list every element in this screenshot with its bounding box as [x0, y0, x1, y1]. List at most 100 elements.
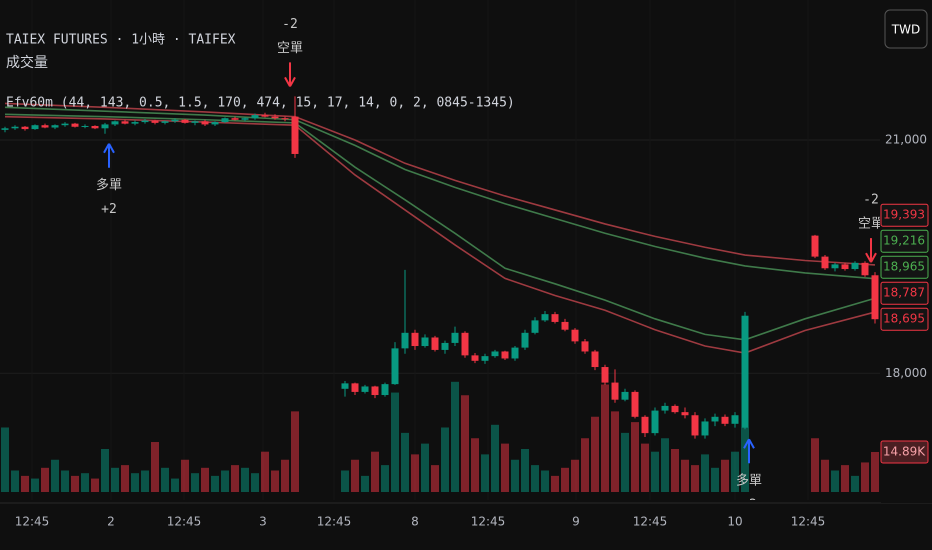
signals: 多單 +2 空單 -2 多單 +2 空單 -2 — [96, 17, 884, 500]
price-label: 18,787 — [883, 286, 925, 300]
volume-bar — [551, 475, 559, 492]
candle-body — [31, 125, 39, 130]
signal-label: 多單 — [736, 473, 762, 489]
volume-bar — [251, 473, 259, 492]
volume-bar — [651, 451, 659, 492]
candle-body — [701, 421, 709, 436]
indicator-line — [4, 102, 876, 266]
volume-bar — [241, 467, 249, 492]
short-arrow — [284, 62, 296, 87]
candle-body — [511, 347, 519, 359]
volume-bar — [381, 465, 389, 492]
price-label-box — [880, 307, 929, 331]
x-tick-label: 12:45 — [317, 515, 352, 529]
time-axis-labels: 12:45 2 12:45 3 12:45 8 12:45 9 12:45 10 12:45 — [15, 515, 826, 529]
signal-label: 空單 — [858, 217, 884, 232]
volume-bar — [421, 443, 429, 492]
candle-body — [551, 314, 559, 322]
volume-bar — [281, 459, 289, 492]
volume-bar — [711, 467, 719, 492]
price-label: 19,393 — [883, 208, 925, 222]
currency-label[interactable]: TWD — [891, 23, 920, 37]
candle-body — [641, 416, 649, 434]
candle-body — [41, 125, 49, 128]
price-label-box — [880, 203, 929, 227]
candles — [1, 96, 879, 439]
price-label: 18,695 — [883, 312, 925, 326]
volume-bar — [181, 459, 189, 492]
volume-bar — [681, 459, 689, 492]
x-tick-label: 2 — [107, 515, 115, 529]
volume-bar — [691, 465, 699, 492]
candle-body — [721, 416, 729, 424]
candle-body — [501, 351, 509, 359]
candle-body — [671, 405, 679, 413]
indicator-line — [4, 115, 876, 354]
candle-body — [871, 275, 879, 320]
volume-bar — [151, 442, 159, 492]
volume-bar — [831, 470, 839, 492]
grid — [0, 139, 880, 374]
volume-bar — [701, 454, 709, 492]
volume-bar — [1, 427, 9, 492]
volume-bar — [461, 395, 469, 492]
candle-body — [521, 332, 529, 348]
candle-body — [491, 351, 499, 357]
volume-legend: 成交量 — [6, 54, 48, 71]
y-tick-label: 21,000 — [885, 132, 927, 146]
price-label: 18,965 — [883, 260, 925, 274]
volume-bar — [411, 454, 419, 492]
candle-body — [271, 116, 279, 119]
volume-bar — [201, 467, 209, 492]
volume-bar — [61, 470, 69, 492]
signal-qty: +2 — [101, 202, 117, 217]
x-tick-label: 12:45 — [633, 515, 668, 529]
volume-bar — [451, 381, 459, 492]
candle-body — [201, 121, 209, 125]
candle-body — [611, 382, 619, 400]
price-label-box — [880, 281, 929, 305]
currency-button[interactable]: TWD — [884, 9, 928, 49]
price-axis-labels: 21,000 18,000 18,695 18,787 18,965 19,216 19,3… — [880, 132, 929, 464]
candle-body — [821, 256, 829, 269]
candle-body — [71, 123, 79, 127]
volume-bar — [391, 392, 399, 492]
volume-bar — [591, 416, 599, 492]
candle-body — [381, 384, 389, 396]
price-label-box — [880, 229, 929, 253]
volume-label-box — [880, 440, 929, 464]
candle-body — [631, 391, 639, 417]
candle-body — [361, 386, 369, 392]
candle-body — [831, 264, 839, 269]
short-arrow — [865, 238, 877, 263]
volume-bar — [171, 478, 179, 492]
currency-button-frame[interactable] — [884, 9, 928, 49]
candle-body — [231, 118, 239, 120]
x-tick-label: 9 — [572, 515, 580, 529]
volume-bar — [101, 449, 109, 492]
candle-body — [341, 383, 349, 389]
candle-body — [211, 122, 219, 125]
candle-body — [391, 348, 399, 385]
x-tick-label: 12:45 — [791, 515, 826, 529]
volume-bar — [21, 475, 29, 492]
volume-bar — [71, 475, 79, 492]
volume-bar — [661, 438, 669, 492]
y-tick-label: 18,000 — [885, 366, 927, 380]
candle-body — [601, 367, 609, 383]
volume-bar — [401, 432, 409, 492]
candle-body — [401, 332, 409, 349]
candle-body — [191, 121, 199, 123]
volume-bar — [361, 475, 369, 492]
candle-body — [61, 123, 69, 126]
candle-body — [711, 416, 719, 422]
volume-bar — [531, 465, 539, 492]
volume-bar — [631, 422, 639, 492]
volume-bar — [221, 470, 229, 492]
volume-bar — [611, 411, 619, 492]
volume-bar — [541, 470, 549, 492]
candle-body — [841, 264, 849, 270]
candle-body — [161, 121, 169, 123]
candle-body — [51, 125, 59, 128]
